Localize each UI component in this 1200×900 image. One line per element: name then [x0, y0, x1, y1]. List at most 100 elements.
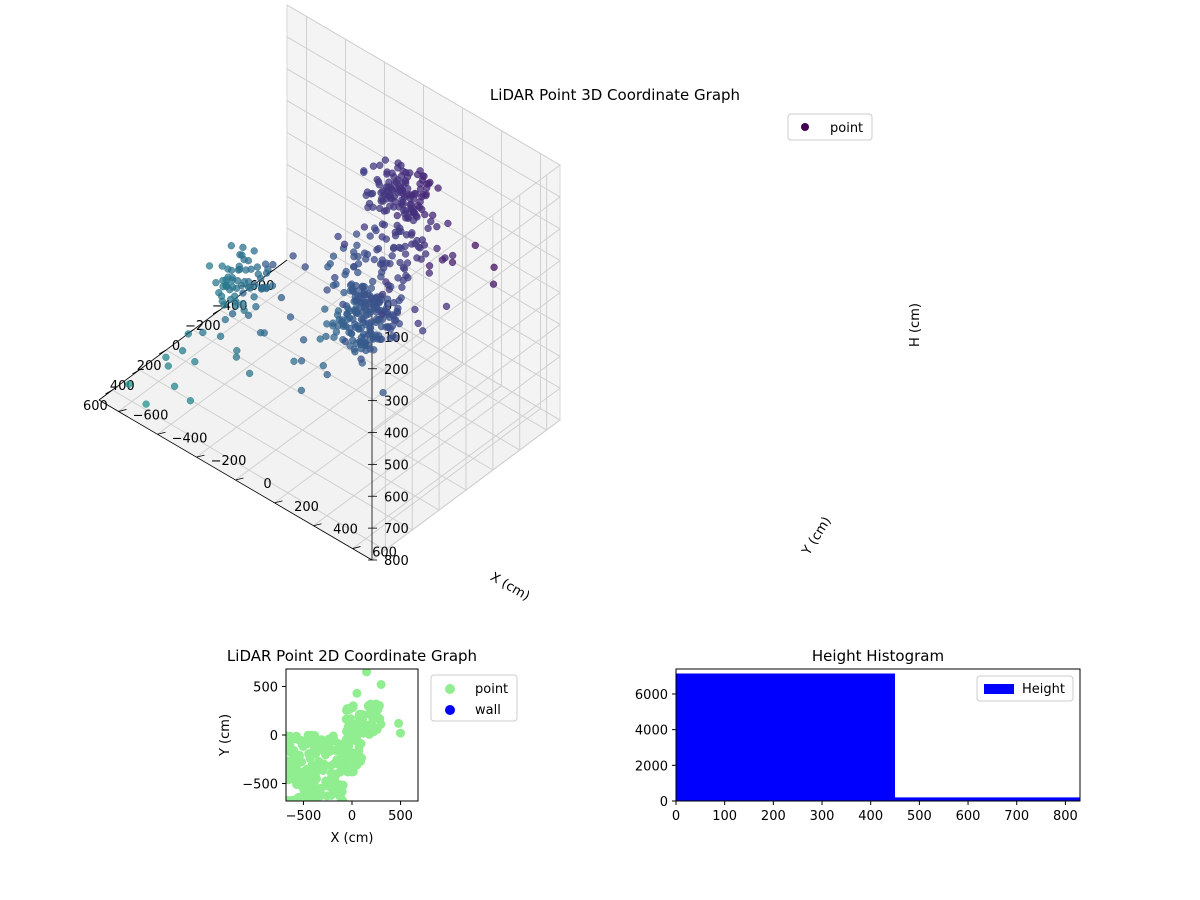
- grid-h-line: [286, 100, 561, 402]
- lidar-point: [232, 353, 241, 361]
- lidar-point: [406, 191, 414, 199]
- lidar-point: [377, 322, 386, 331]
- lidar-point: [366, 232, 374, 240]
- y-tick-label: 0: [263, 477, 271, 492]
- point-2d: [374, 701, 384, 711]
- lidar-point: [299, 336, 308, 344]
- lidar-point: [395, 227, 403, 236]
- hist-y-tick-label: 0: [660, 795, 668, 810]
- lidar-point: [191, 358, 199, 366]
- x-tick-label: 200: [137, 359, 162, 374]
- lidar-point: [329, 252, 338, 260]
- lidar-point: [239, 289, 247, 297]
- lidar-point: [376, 161, 384, 169]
- chart-3d-grid: [112, 4, 561, 561]
- lidar-point: [186, 397, 195, 405]
- lidar-point: [380, 221, 389, 229]
- lidar-point: [239, 300, 247, 308]
- lidar-point: [332, 328, 341, 336]
- point-2d: [287, 795, 297, 801]
- lidar-point: [369, 277, 377, 286]
- y-tick-mark: [235, 477, 244, 481]
- lidar-point: [353, 241, 361, 249]
- lidar-point: [340, 288, 348, 297]
- lidar-point: [321, 305, 329, 313]
- lidar-point: [184, 330, 192, 338]
- lidar-point: [254, 270, 262, 278]
- lidar-point: [244, 311, 253, 319]
- point-2d: [322, 791, 332, 801]
- lidar-point: [390, 173, 398, 181]
- grid-h-line: [286, 68, 561, 370]
- lidar-point: [398, 196, 406, 204]
- lidar-point: [383, 300, 392, 308]
- lidar-point: [324, 263, 332, 271]
- point-2d: [367, 709, 377, 719]
- lidar-point: [142, 400, 150, 408]
- lidar-point: [389, 244, 398, 253]
- hist-x-tick-label: 500: [907, 809, 932, 824]
- lidar-point: [346, 324, 354, 333]
- lidar-point: [384, 323, 392, 332]
- lidar-point: [221, 315, 229, 324]
- lidar-point: [269, 260, 277, 269]
- lidar-point: [425, 269, 433, 277]
- lidar-point: [370, 255, 378, 264]
- chart-2d: LiDAR Point 2D Coordinate Graph −500 0 500…: [218, 647, 518, 846]
- lidar-point: [397, 294, 405, 302]
- lidar-point: [372, 226, 380, 235]
- lidar-point: [348, 280, 356, 288]
- lidar-point: [413, 236, 421, 245]
- lidar-point: [359, 283, 367, 291]
- histogram-bar: [676, 673, 895, 801]
- point-2d: [302, 739, 312, 749]
- lidar-point: [340, 240, 349, 248]
- lidar-point: [433, 223, 441, 231]
- lidar-point: [261, 260, 270, 268]
- chart-3d: LiDAR Point 3D Coordinate Graph −600−400…: [83, 4, 923, 604]
- point-2d: [321, 749, 331, 759]
- lidar-point: [289, 252, 297, 260]
- lidar-point: [419, 327, 427, 335]
- hist-x-tick-label: 400: [858, 809, 883, 824]
- lidar-point: [388, 252, 396, 260]
- hist-x-tick-label: 100: [712, 809, 737, 824]
- lidar-point: [375, 181, 383, 189]
- lidar-point: [369, 335, 378, 343]
- lidar-point: [331, 273, 339, 282]
- point-2d: [324, 734, 333, 744]
- point-2d: [352, 758, 362, 768]
- lidar-point: [382, 278, 390, 286]
- lidar-point: [246, 284, 254, 292]
- y-tick-label: 400: [333, 523, 358, 538]
- lidar-point: [383, 170, 391, 178]
- lidar-point: [354, 252, 362, 261]
- lidar-point: [217, 292, 226, 300]
- lidar-point: [250, 293, 258, 301]
- lidar-point: [235, 262, 243, 270]
- histogram-title: Height Histogram: [812, 647, 944, 665]
- lidar-point: [250, 247, 258, 255]
- lidar-point: [381, 156, 389, 164]
- lidar-point: [407, 231, 416, 239]
- lidar-point: [422, 250, 430, 258]
- lidar-point: [334, 307, 343, 315]
- lidar-point: [240, 277, 249, 286]
- point-2d: [314, 756, 324, 766]
- y-tick-label-2d: 500: [253, 680, 278, 695]
- point-2d: [362, 669, 372, 677]
- x-tick-mark: [105, 389, 113, 395]
- lidar-point: [378, 310, 386, 319]
- lidar-point: [220, 301, 228, 309]
- point-2d: [375, 714, 385, 724]
- grid-h-line: [286, 36, 561, 338]
- y-tick-mark: [118, 409, 127, 412]
- lidar-point: [391, 198, 399, 206]
- point-2d: [330, 775, 340, 785]
- lidar-point: [434, 184, 442, 192]
- hist-y-tick-label: 2000: [635, 759, 668, 774]
- point-2d: [293, 734, 302, 744]
- lidar-point: [400, 265, 409, 273]
- histogram-legend-label: Height: [1022, 682, 1065, 697]
- lidar-point: [386, 260, 394, 268]
